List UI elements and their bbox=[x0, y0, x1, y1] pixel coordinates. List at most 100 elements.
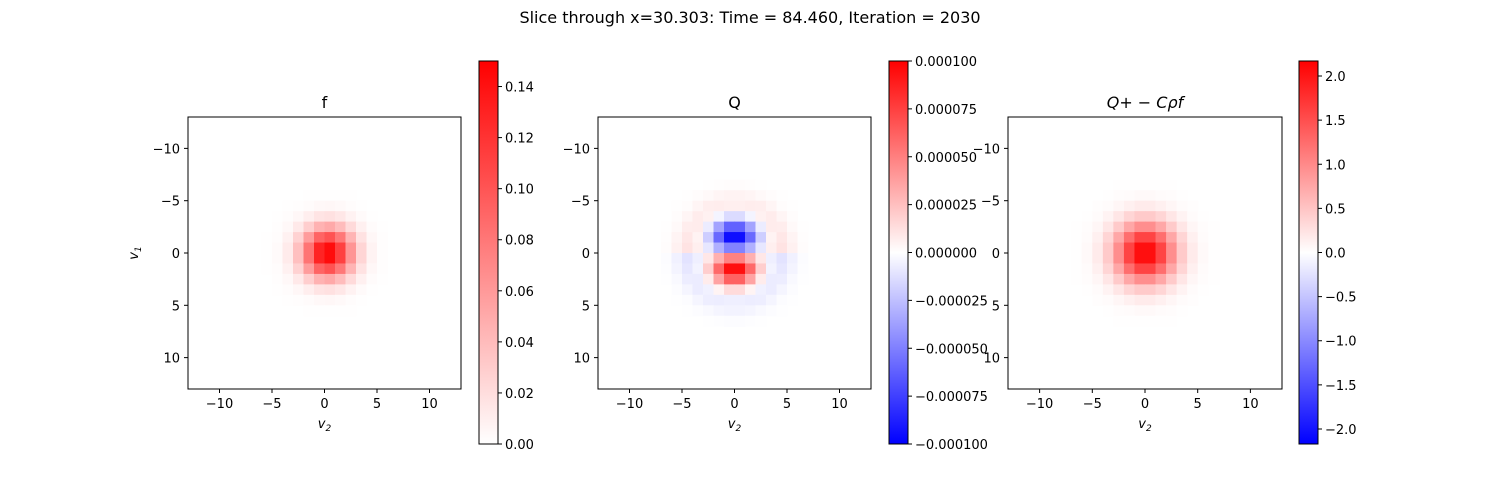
heatmap-cell bbox=[1145, 200, 1157, 212]
heatmap-cell bbox=[734, 253, 746, 265]
heatmap-cell bbox=[703, 284, 715, 296]
heatmap-cell bbox=[272, 273, 284, 285]
heatmap-cell bbox=[713, 190, 725, 202]
heatmap-cell bbox=[1113, 179, 1125, 191]
heatmap-cell bbox=[314, 221, 326, 233]
x-axis-label: v2 bbox=[728, 417, 742, 434]
heatmap-cell bbox=[766, 211, 778, 223]
heatmap-cell bbox=[366, 273, 378, 285]
colorbar-tick-label: −1.5 bbox=[1325, 379, 1357, 394]
heatmap-cell bbox=[682, 284, 694, 296]
heatmap-cell bbox=[303, 221, 315, 233]
heatmap-cell bbox=[377, 242, 389, 254]
colorbar-tick-label: −0.000075 bbox=[915, 390, 988, 405]
heatmap-cell bbox=[335, 190, 347, 202]
heatmap-cell bbox=[1081, 273, 1093, 285]
heatmap-cell bbox=[1145, 273, 1157, 285]
heatmap-cell bbox=[745, 315, 757, 327]
heatmap-cell bbox=[293, 263, 305, 275]
heatmap-cell bbox=[787, 273, 799, 285]
heatmap-cell bbox=[776, 253, 788, 265]
colorbar-2: −0.000100 −0.000075 −0.000050 −0.000025 0.00… bbox=[888, 55, 988, 453]
heatmap-cell bbox=[1155, 232, 1167, 244]
heatmap-cell bbox=[724, 190, 736, 202]
heatmap-cell bbox=[776, 294, 788, 306]
heatmap-cell bbox=[1134, 284, 1146, 296]
heatmap-cell bbox=[324, 221, 336, 233]
heatmap-cell bbox=[261, 253, 273, 265]
heatmap-cell bbox=[1208, 263, 1220, 275]
heatmap-cell bbox=[734, 315, 746, 327]
heatmap-cell bbox=[734, 305, 746, 317]
heatmap-cell bbox=[703, 211, 715, 223]
heatmap-cell bbox=[345, 284, 357, 296]
panel-1: f−10 −5 0 5 10−10−50510v2v10.000.020.040.060… bbox=[127, 60, 534, 453]
y-tick-label: −10 bbox=[973, 142, 1000, 157]
heatmap-cell bbox=[303, 200, 315, 212]
heatmap-cell bbox=[1176, 190, 1188, 202]
heatmap-cell bbox=[724, 273, 736, 285]
heatmap-cell bbox=[345, 190, 357, 202]
heatmap-cell bbox=[1197, 242, 1209, 254]
heatmap-cell bbox=[1187, 294, 1199, 306]
heatmap-cell bbox=[293, 284, 305, 296]
heatmap-cell bbox=[776, 273, 788, 285]
heatmap-cell bbox=[692, 305, 704, 317]
heatmap-cell bbox=[1081, 284, 1093, 296]
heatmap-cell bbox=[1134, 253, 1146, 265]
y-tick-label: 0 bbox=[992, 247, 1000, 262]
heatmap-cell bbox=[1123, 294, 1136, 306]
heatmap-cell bbox=[713, 294, 725, 306]
colorbar-tick-label: 1.5 bbox=[1325, 114, 1346, 129]
heatmap-cell bbox=[1145, 263, 1157, 275]
heatmap-cell bbox=[1092, 211, 1104, 223]
heatmap-cell bbox=[314, 242, 326, 254]
panel-title: f bbox=[322, 93, 328, 112]
heatmap-cell bbox=[766, 284, 778, 296]
colorbar-gradient bbox=[888, 60, 909, 445]
heatmap-cell bbox=[1113, 263, 1125, 275]
x-tick-label: 5 bbox=[783, 397, 791, 412]
heatmap-cell bbox=[1134, 305, 1146, 317]
panel-2: Q−10 −5 0 5 10−10−50510v2−0.000100−0.000075−… bbox=[563, 55, 988, 453]
heatmap-cell bbox=[797, 263, 809, 275]
heatmap-cell bbox=[661, 253, 673, 265]
heatmap-cell bbox=[1176, 294, 1188, 306]
heatmap-cell bbox=[1102, 232, 1114, 244]
heatmap-cell bbox=[703, 179, 715, 191]
heatmap-cell bbox=[724, 200, 736, 212]
heatmap-cell bbox=[345, 294, 357, 306]
heatmap-cell bbox=[345, 263, 357, 275]
heatmap-cell bbox=[755, 305, 767, 317]
colorbar-tick-label: −0.5 bbox=[1325, 291, 1357, 306]
heatmap-cell bbox=[356, 273, 368, 285]
heatmap-cell bbox=[661, 242, 673, 254]
colorbar-tick-label: −1.0 bbox=[1325, 335, 1357, 350]
heatmap-cell bbox=[671, 253, 683, 265]
heatmap-cell bbox=[755, 253, 767, 265]
y-tick-label: 0 bbox=[582, 247, 590, 262]
x-tick-label: 0 bbox=[730, 397, 738, 412]
heatmap-cell bbox=[671, 294, 683, 306]
heatmap-cell bbox=[1134, 273, 1146, 285]
heatmap-cell bbox=[766, 253, 778, 265]
heatmap-cell bbox=[272, 211, 284, 223]
heatmap-cell bbox=[356, 294, 368, 306]
heatmap-cell bbox=[282, 200, 294, 212]
heatmap-cell bbox=[1187, 211, 1199, 223]
heatmap-cell bbox=[745, 284, 757, 296]
heatmap-cell bbox=[745, 242, 757, 254]
heatmap-cell bbox=[1071, 242, 1083, 254]
heatmap-cell bbox=[345, 211, 357, 223]
heatmap-cell bbox=[1102, 284, 1114, 296]
heatmap-cell bbox=[1102, 294, 1114, 306]
heatmap-cell bbox=[1208, 242, 1220, 254]
colorbar-tick-label: 2.0 bbox=[1325, 70, 1346, 85]
heatmap-cell bbox=[1145, 315, 1157, 327]
heatmap-cell bbox=[303, 232, 315, 244]
heatmap-cell bbox=[682, 190, 694, 202]
heatmap-cell bbox=[1102, 253, 1114, 265]
colorbar-tick-label: 0.000075 bbox=[915, 103, 977, 118]
heatmap-cell bbox=[1197, 253, 1209, 265]
x-tick-label: −5 bbox=[1083, 397, 1102, 412]
